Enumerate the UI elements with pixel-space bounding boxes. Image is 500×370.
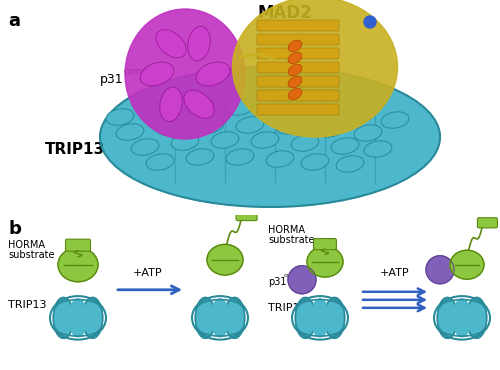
Ellipse shape bbox=[291, 135, 319, 151]
Text: comet: comet bbox=[284, 273, 304, 278]
Ellipse shape bbox=[146, 154, 174, 170]
Text: b: b bbox=[8, 220, 21, 238]
FancyBboxPatch shape bbox=[257, 34, 339, 45]
Text: comet: comet bbox=[124, 67, 150, 77]
Text: TRIP13: TRIP13 bbox=[268, 303, 306, 313]
Ellipse shape bbox=[288, 40, 302, 52]
Text: substrate: substrate bbox=[8, 250, 54, 260]
Ellipse shape bbox=[266, 101, 294, 117]
Ellipse shape bbox=[381, 112, 409, 128]
Circle shape bbox=[288, 266, 316, 294]
Ellipse shape bbox=[196, 117, 224, 133]
Ellipse shape bbox=[156, 30, 186, 58]
Ellipse shape bbox=[69, 299, 87, 337]
Ellipse shape bbox=[184, 90, 214, 118]
FancyBboxPatch shape bbox=[257, 62, 339, 73]
Ellipse shape bbox=[131, 139, 159, 155]
Text: HORMA: HORMA bbox=[8, 240, 45, 250]
Ellipse shape bbox=[288, 88, 302, 100]
Ellipse shape bbox=[438, 297, 458, 338]
Ellipse shape bbox=[125, 9, 245, 139]
Ellipse shape bbox=[453, 299, 471, 337]
Ellipse shape bbox=[140, 62, 174, 86]
Ellipse shape bbox=[450, 250, 484, 279]
Text: TRIP13: TRIP13 bbox=[45, 142, 105, 158]
Ellipse shape bbox=[236, 117, 264, 133]
FancyBboxPatch shape bbox=[478, 218, 498, 228]
Circle shape bbox=[364, 16, 376, 28]
Ellipse shape bbox=[224, 297, 244, 338]
Ellipse shape bbox=[336, 156, 364, 172]
Ellipse shape bbox=[188, 26, 210, 61]
FancyBboxPatch shape bbox=[257, 90, 339, 101]
Ellipse shape bbox=[232, 0, 398, 137]
Ellipse shape bbox=[306, 104, 334, 120]
Ellipse shape bbox=[211, 132, 239, 148]
Ellipse shape bbox=[301, 154, 329, 170]
Ellipse shape bbox=[316, 121, 344, 137]
Text: TRIP13: TRIP13 bbox=[8, 300, 46, 310]
Ellipse shape bbox=[288, 76, 302, 88]
Ellipse shape bbox=[226, 99, 254, 115]
Ellipse shape bbox=[211, 299, 229, 337]
Ellipse shape bbox=[288, 52, 302, 64]
Text: +ATP: +ATP bbox=[133, 268, 163, 278]
Text: substrate: substrate bbox=[268, 235, 314, 245]
Ellipse shape bbox=[196, 297, 216, 338]
Ellipse shape bbox=[116, 124, 144, 140]
Ellipse shape bbox=[276, 118, 304, 134]
Ellipse shape bbox=[160, 87, 182, 122]
Text: HORMA: HORMA bbox=[268, 225, 305, 235]
Ellipse shape bbox=[296, 297, 316, 338]
Ellipse shape bbox=[156, 119, 184, 135]
FancyBboxPatch shape bbox=[314, 239, 336, 250]
Ellipse shape bbox=[54, 297, 74, 338]
Ellipse shape bbox=[171, 134, 199, 150]
Ellipse shape bbox=[331, 138, 359, 154]
Ellipse shape bbox=[266, 151, 294, 167]
Ellipse shape bbox=[466, 297, 486, 338]
Ellipse shape bbox=[207, 244, 243, 275]
Ellipse shape bbox=[100, 67, 440, 207]
Text: p31: p31 bbox=[268, 277, 286, 287]
Ellipse shape bbox=[82, 297, 102, 338]
FancyBboxPatch shape bbox=[66, 239, 90, 251]
Ellipse shape bbox=[324, 297, 344, 338]
Circle shape bbox=[426, 256, 454, 284]
FancyBboxPatch shape bbox=[257, 20, 339, 31]
Ellipse shape bbox=[106, 109, 134, 125]
Text: a: a bbox=[8, 12, 20, 30]
Ellipse shape bbox=[196, 62, 230, 86]
Ellipse shape bbox=[354, 125, 382, 141]
Ellipse shape bbox=[364, 141, 392, 157]
Ellipse shape bbox=[58, 248, 98, 282]
FancyBboxPatch shape bbox=[236, 210, 257, 221]
Ellipse shape bbox=[146, 102, 174, 118]
Text: p31: p31 bbox=[100, 74, 124, 87]
Ellipse shape bbox=[307, 246, 343, 277]
FancyBboxPatch shape bbox=[257, 76, 339, 87]
Ellipse shape bbox=[186, 99, 214, 115]
Ellipse shape bbox=[311, 299, 329, 337]
Ellipse shape bbox=[251, 132, 279, 148]
Ellipse shape bbox=[226, 149, 254, 165]
Text: +ATP: +ATP bbox=[380, 268, 410, 278]
Ellipse shape bbox=[186, 149, 214, 165]
FancyBboxPatch shape bbox=[257, 48, 339, 59]
Ellipse shape bbox=[288, 64, 302, 76]
Text: MAD2: MAD2 bbox=[258, 4, 312, 22]
FancyBboxPatch shape bbox=[257, 104, 339, 115]
Ellipse shape bbox=[346, 107, 374, 123]
